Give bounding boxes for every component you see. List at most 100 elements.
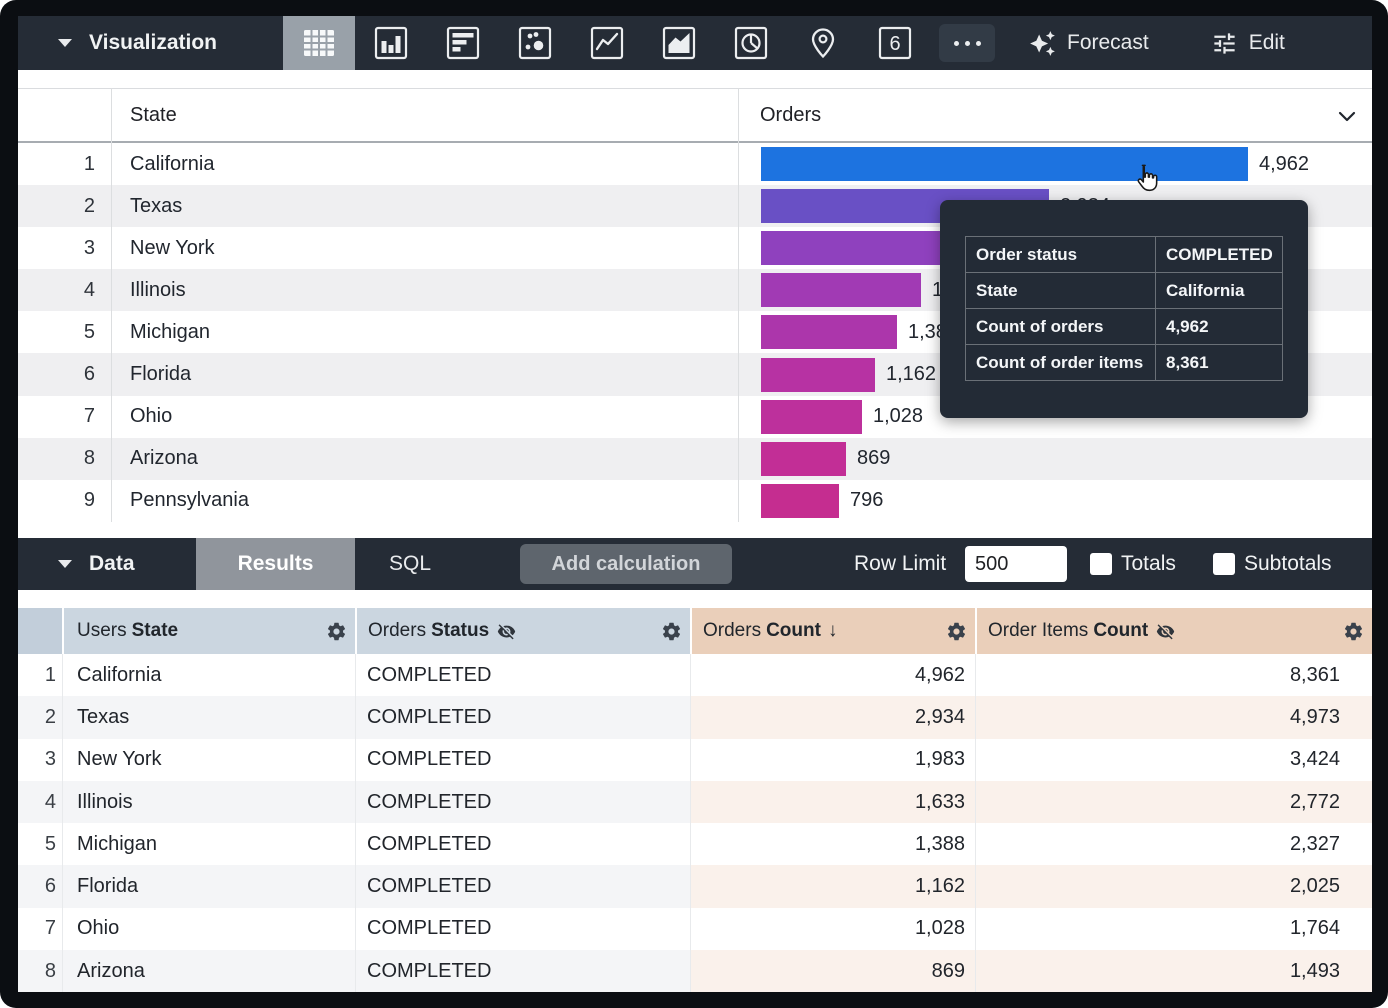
results-status-cell[interactable]: COMPLETED <box>355 696 690 739</box>
column-header-users-state[interactable]: Users State <box>62 608 355 654</box>
viz-state-cell[interactable]: Texas <box>130 194 183 217</box>
results-row-number: 7 <box>18 907 62 951</box>
results-state-cell[interactable]: Texas <box>62 696 355 739</box>
column-header-orders-status[interactable]: Orders Status <box>355 608 690 654</box>
gear-icon[interactable] <box>1343 621 1364 642</box>
results-items-count-cell[interactable]: 2,772 <box>975 780 1372 824</box>
column-header-orders-count[interactable]: Orders Count ↓ <box>690 608 975 654</box>
chevron-down-icon[interactable] <box>1338 111 1356 122</box>
collapse-caret-icon <box>58 560 72 568</box>
viz-type-table-button[interactable] <box>283 16 355 70</box>
results-items-count-cell[interactable]: 2,025 <box>975 865 1372 908</box>
gear-icon[interactable] <box>326 621 347 642</box>
totals-checkbox[interactable] <box>1090 553 1112 575</box>
hidden-field-icon <box>497 622 516 641</box>
results-table-row: 4 Illinois COMPLETED 1,633 2,772 <box>18 780 1372 824</box>
viz-bar-value: 869 <box>857 447 891 470</box>
visualization-section-toggle[interactable]: Visualization <box>18 16 283 70</box>
viz-type-area-chart-button[interactable] <box>643 16 715 70</box>
results-state-cell[interactable]: Ohio <box>62 907 355 951</box>
viz-type-more-button[interactable] <box>931 16 1003 70</box>
viz-bar[interactable] <box>761 357 875 392</box>
viz-bar[interactable] <box>761 231 956 266</box>
results-orders-count-cell[interactable]: 1,028 <box>690 907 975 951</box>
data-section-toggle[interactable]: Data <box>58 538 135 590</box>
results-status-cell[interactable]: COMPLETED <box>355 823 690 866</box>
svg-text:6: 6 <box>889 33 900 55</box>
viz-header-orders[interactable]: Orders <box>760 104 822 126</box>
viz-bar[interactable] <box>761 483 839 518</box>
results-state-cell[interactable]: Illinois <box>62 780 355 824</box>
viz-type-bar-chart-button[interactable] <box>427 16 499 70</box>
results-orders-count-cell[interactable]: 1,983 <box>690 738 975 781</box>
viz-header-state[interactable]: State <box>130 104 177 126</box>
results-state-cell[interactable]: Michigan <box>62 823 355 866</box>
results-status-cell[interactable]: COMPLETED <box>355 780 690 824</box>
results-items-count-cell[interactable]: 2,327 <box>975 823 1372 866</box>
viz-bar[interactable] <box>761 147 1248 182</box>
results-orders-count-cell[interactable]: 1,388 <box>690 823 975 866</box>
results-status-cell[interactable]: COMPLETED <box>355 950 690 992</box>
results-row-number: 4 <box>18 780 62 824</box>
viz-state-cell[interactable]: New York <box>130 236 215 259</box>
viz-column-divider <box>111 88 112 522</box>
results-orders-count-cell[interactable]: 869 <box>690 950 975 992</box>
edit-button[interactable]: Edit <box>1211 30 1285 57</box>
sort-desc-icon: ↓ <box>827 620 838 641</box>
forecast-button[interactable]: Forecast <box>1029 30 1149 57</box>
results-items-count-cell[interactable]: 1,493 <box>975 950 1372 992</box>
results-items-count-cell[interactable]: 8,361 <box>975 654 1372 697</box>
gear-icon[interactable] <box>946 621 967 642</box>
viz-state-cell[interactable]: Ohio <box>130 405 173 428</box>
results-status-cell[interactable]: COMPLETED <box>355 738 690 781</box>
gear-icon[interactable] <box>661 621 682 642</box>
results-orders-count-cell[interactable]: 4,962 <box>690 654 975 697</box>
viz-type-single-value-button[interactable]: 6 <box>859 16 931 70</box>
viz-table-row: 9 Pennsylvania 796 <box>18 479 1372 522</box>
viz-bar[interactable] <box>761 399 862 434</box>
results-orders-count-cell[interactable]: 1,162 <box>690 865 975 908</box>
viz-bar[interactable] <box>761 273 921 308</box>
results-state-cell[interactable]: Florida <box>62 865 355 908</box>
results-orders-count-cell[interactable]: 1,633 <box>690 780 975 824</box>
tooltip-label: Count of orders <box>966 309 1156 344</box>
results-items-count-cell[interactable]: 1,764 <box>975 907 1372 951</box>
row-limit-input[interactable] <box>965 546 1067 582</box>
viz-state-cell[interactable]: Pennsylvania <box>130 489 249 512</box>
results-state-cell[interactable]: Arizona <box>62 950 355 992</box>
results-table-row: 6 Florida COMPLETED 1,162 2,025 <box>18 865 1372 908</box>
tooltip-row: Count of orders 4,962 <box>966 308 1282 344</box>
viz-state-cell[interactable]: Illinois <box>130 278 186 301</box>
viz-type-map-button[interactable] <box>787 16 859 70</box>
visualization-title: Visualization <box>89 31 217 54</box>
results-table-row: 7 Ohio COMPLETED 1,028 1,764 <box>18 907 1372 951</box>
viz-type-line-chart-button[interactable] <box>571 16 643 70</box>
viz-bar[interactable] <box>761 441 846 476</box>
results-state-cell[interactable]: New York <box>62 738 355 781</box>
viz-bar-value: 796 <box>850 489 884 512</box>
results-orders-count-cell[interactable]: 2,934 <box>690 696 975 739</box>
results-status-cell[interactable]: COMPLETED <box>355 654 690 697</box>
viz-type-column-chart-button[interactable] <box>355 16 427 70</box>
viz-type-pie-chart-button[interactable] <box>715 16 787 70</box>
viz-state-cell[interactable]: Michigan <box>130 320 211 343</box>
viz-state-cell[interactable]: California <box>130 152 215 175</box>
viz-type-scatter-button[interactable] <box>499 16 571 70</box>
tab-sql[interactable]: SQL <box>388 552 432 575</box>
row-number-header <box>18 608 62 654</box>
viz-bar[interactable] <box>761 315 897 350</box>
tooltip-value: 8,361 <box>1166 352 1209 372</box>
tab-results[interactable]: Results <box>196 538 355 590</box>
viz-state-cell[interactable]: Florida <box>130 363 192 386</box>
results-items-count-cell[interactable]: 3,424 <box>975 738 1372 781</box>
add-calculation-button[interactable]: Add calculation <box>520 544 732 584</box>
subtotals-checkbox[interactable] <box>1213 553 1235 575</box>
results-items-count-cell[interactable]: 4,973 <box>975 696 1372 739</box>
viz-table-header: State Orders <box>18 88 1372 143</box>
column-header-order-items-count[interactable]: Order Items Count <box>975 608 1372 654</box>
viz-state-cell[interactable]: Arizona <box>130 447 198 470</box>
results-state-cell[interactable]: California <box>62 654 355 697</box>
results-status-cell[interactable]: COMPLETED <box>355 865 690 908</box>
results-status-cell[interactable]: COMPLETED <box>355 907 690 951</box>
